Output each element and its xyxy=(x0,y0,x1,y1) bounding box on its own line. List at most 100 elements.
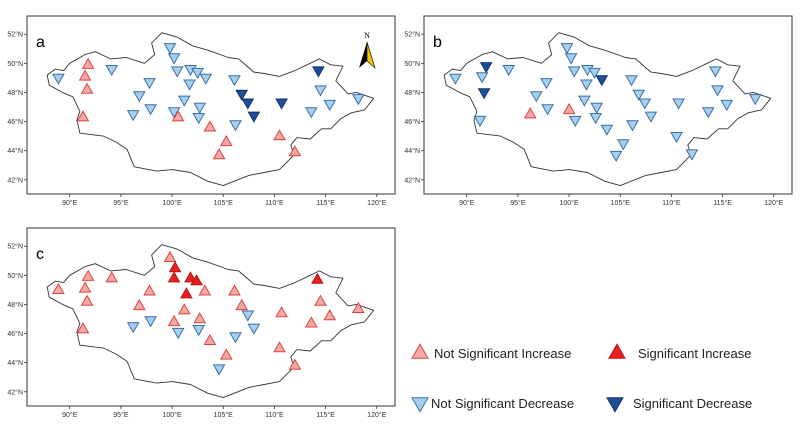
station-marker xyxy=(595,75,609,87)
station-marker xyxy=(311,272,324,284)
station-marker xyxy=(275,98,288,110)
station-marker xyxy=(193,311,207,324)
legend-symbol-si xyxy=(608,343,626,359)
station-marker xyxy=(171,110,185,122)
north-arrow-icon: N xyxy=(359,31,376,69)
lon-tick-label: 105°E xyxy=(214,199,233,207)
station-marker xyxy=(560,43,574,55)
station-marker xyxy=(351,301,365,313)
lon-tick-label: 100°E xyxy=(162,411,181,419)
station-marker xyxy=(190,274,203,286)
station-marker xyxy=(247,323,261,335)
station-marker xyxy=(177,95,191,107)
station-marker xyxy=(76,110,90,122)
station-marker xyxy=(228,284,241,296)
panel-b: 42°N 44°N 46°N 48°N 50°N 52°N 90°E 95°E 100°E 105… xyxy=(404,15,793,207)
station-marker xyxy=(644,111,658,123)
station-marker xyxy=(235,89,249,101)
station-marker xyxy=(638,98,652,110)
panel-label: a xyxy=(36,34,45,51)
station-marker xyxy=(541,104,554,116)
station-marker xyxy=(473,115,487,128)
station-marker xyxy=(105,271,119,283)
station-marker xyxy=(590,102,604,115)
station-marker xyxy=(212,364,226,376)
station-marker xyxy=(81,57,95,69)
station-marker xyxy=(105,65,119,77)
station-marker xyxy=(126,110,140,122)
station-marker xyxy=(578,95,591,107)
station-marker xyxy=(193,102,207,115)
station-marker xyxy=(167,314,181,327)
station-marker xyxy=(80,82,94,94)
station-marker xyxy=(709,66,722,78)
station-marker xyxy=(81,269,95,281)
station-marker xyxy=(183,79,196,91)
station-marker xyxy=(288,358,302,370)
map-frame xyxy=(26,15,396,195)
lat-tick-label: 48°N xyxy=(7,301,23,309)
lon-tick-label: 120°E xyxy=(367,411,386,419)
panel-label: c xyxy=(36,246,44,263)
station-marker xyxy=(170,66,184,78)
station-marker xyxy=(235,298,249,311)
station-marker xyxy=(180,287,193,299)
station-marker xyxy=(143,78,156,90)
lat-tick-label: 50°N xyxy=(404,60,420,68)
lat-tick-label: 48°N xyxy=(404,89,420,97)
station-marker xyxy=(562,102,576,115)
lon-tick-label: 90°E xyxy=(459,199,475,207)
station-marker xyxy=(203,333,217,345)
station-marker xyxy=(171,327,185,340)
station-marker xyxy=(167,271,181,283)
station-marker xyxy=(198,284,212,296)
lon-tick-label: 100°E xyxy=(162,199,181,207)
station-marker xyxy=(502,65,516,77)
station-marker xyxy=(672,98,685,110)
station-marker xyxy=(314,294,327,306)
station-marker xyxy=(568,115,582,128)
lon-tick-label: 105°E xyxy=(214,411,233,419)
panel-label: b xyxy=(433,34,442,51)
lon-tick-label: 115°E xyxy=(316,199,335,207)
legend-symbol-nsd xyxy=(411,397,429,413)
lon-tick-label: 90°E xyxy=(62,199,78,207)
north-label: N xyxy=(364,31,370,40)
station-marker xyxy=(625,75,638,87)
station-marker xyxy=(191,67,204,80)
legend: Not Significant Increase Significant Incr… xyxy=(411,343,752,413)
station-marker xyxy=(632,89,646,101)
station-marker xyxy=(351,94,365,106)
station-marker xyxy=(523,107,537,119)
lat-tick-label: 50°N xyxy=(7,60,23,68)
station-marker xyxy=(132,298,146,311)
lon-tick-label: 115°E xyxy=(316,411,335,419)
station-marker xyxy=(600,124,614,136)
station-marker xyxy=(168,261,182,273)
station-marker xyxy=(685,149,699,161)
station-marker xyxy=(670,132,683,144)
lat-tick-label: 48°N xyxy=(7,89,23,97)
station-marker xyxy=(323,309,337,321)
station-marker xyxy=(580,79,593,91)
station-marker xyxy=(323,99,337,112)
country-outline xyxy=(46,244,375,399)
lat-tick-label: 50°N xyxy=(7,272,23,280)
station-marker xyxy=(167,53,181,65)
station-marker xyxy=(288,145,302,157)
station-marker xyxy=(184,271,197,283)
station-marker xyxy=(219,134,233,147)
station-marker xyxy=(626,120,639,132)
station-marker xyxy=(212,148,226,160)
panel-a: 42°N 44°N 46°N 48°N 50°N 52°N 90°E 95°E 100°E 105… xyxy=(7,15,396,207)
legend-label-nsd: Not Significant Decrease xyxy=(431,396,574,411)
station-marker xyxy=(167,107,181,119)
station-marker xyxy=(609,150,623,163)
legend-label-si: Significant Increase xyxy=(638,346,751,361)
station-marker xyxy=(52,282,65,294)
lat-tick-label: 42°N xyxy=(7,176,23,184)
lat-tick-label: 52°N xyxy=(404,31,420,39)
lat-tick-label: 44°N xyxy=(404,147,420,155)
lon-tick-label: 95°E xyxy=(113,199,129,207)
legend-symbol-sd xyxy=(606,397,624,413)
